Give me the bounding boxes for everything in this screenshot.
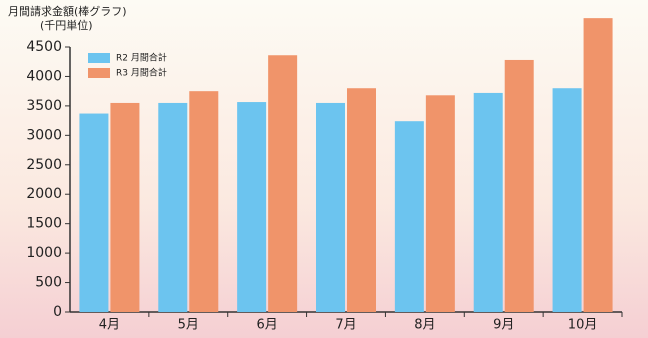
x-tick-label: 8月 <box>414 318 435 333</box>
chart-title: 月間請求金額(棒グラフ) <box>8 4 127 18</box>
bar <box>189 91 219 313</box>
bar <box>158 102 188 312</box>
bar <box>394 121 424 312</box>
y-tick-label: 500 <box>35 275 62 291</box>
x-tick-label: 6月 <box>257 318 278 333</box>
y-tick-label: 2500 <box>26 157 62 173</box>
y-tick-label: 2000 <box>26 186 62 202</box>
y-tick-label: 1500 <box>26 216 62 232</box>
bar <box>347 88 376 312</box>
bar <box>79 113 109 313</box>
y-tick-label: 0 <box>53 304 62 320</box>
bar <box>552 88 582 312</box>
legend-swatch <box>88 68 110 78</box>
chart-subtitle: (千円単位) <box>40 18 93 32</box>
bar <box>268 55 298 312</box>
legend-label: R2 月間合計 <box>116 52 167 64</box>
legend-swatch <box>88 53 110 63</box>
x-tick-label: 9月 <box>493 318 514 333</box>
y-tick-label: 3000 <box>26 127 62 143</box>
bar <box>504 59 534 313</box>
bar <box>473 92 503 312</box>
x-tick-label: 10月 <box>568 318 598 333</box>
bar <box>425 95 455 313</box>
x-tick-label: 4月 <box>99 318 120 333</box>
y-tick-label: 3500 <box>26 98 62 114</box>
legend-label: R3 月間合計 <box>116 67 167 79</box>
bar <box>583 18 613 313</box>
bar <box>237 102 267 312</box>
y-tick-label: 1000 <box>26 245 62 261</box>
x-tick-label: 7月 <box>335 318 356 333</box>
bar <box>110 102 140 312</box>
y-tick-label: 4500 <box>26 39 62 55</box>
y-tick-label: 4000 <box>26 68 62 84</box>
x-tick-label: 5月 <box>178 318 199 333</box>
bar <box>316 102 345 312</box>
